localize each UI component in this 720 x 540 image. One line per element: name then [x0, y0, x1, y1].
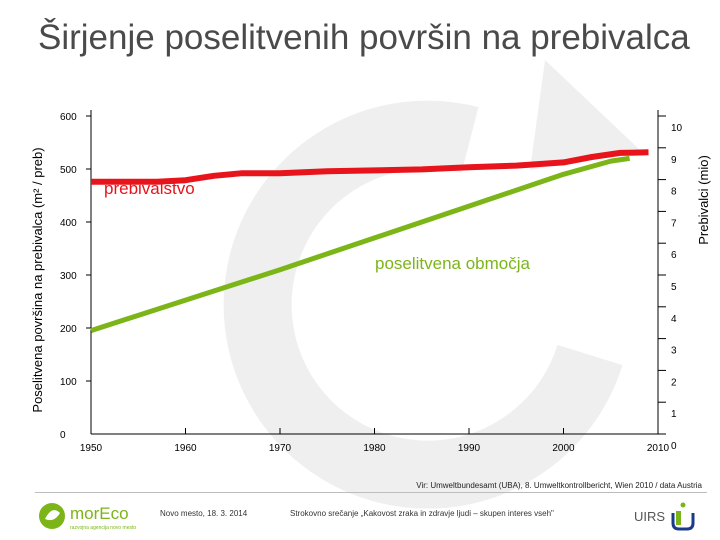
data-point [628, 157, 631, 160]
watermark-logo [223, 60, 640, 509]
x-tick-label: 1990 [458, 443, 481, 454]
left-tick-label: 500 [60, 165, 77, 176]
left-tick-label: 200 [60, 324, 77, 335]
series-line-prebivalstvo [91, 149, 649, 185]
data-point [241, 172, 244, 175]
x-tick-label: 1960 [174, 443, 197, 454]
moreco-logo-text: morEco [70, 504, 129, 523]
data-point [562, 173, 565, 176]
data-point [90, 329, 93, 332]
data-point [279, 268, 282, 271]
data-point [420, 168, 423, 171]
right-tick-label: 9 [671, 155, 677, 166]
series-label-prebivalstvo: prebivalstvo [104, 179, 195, 198]
series-line-poselitvena-obmocja [90, 155, 630, 333]
left-tick-label: 300 [60, 271, 77, 282]
data-point [373, 169, 376, 172]
right-tick-label: 5 [671, 282, 677, 293]
footer-location-date: Novo mesto, 18. 3. 2014 [160, 509, 248, 518]
data-point [326, 170, 329, 173]
left-axis-title: Poselitvena površina na prebivalca (m² /… [30, 147, 45, 412]
data-point [279, 172, 282, 175]
data-point [515, 164, 518, 167]
x-tick-label: 1950 [80, 443, 103, 454]
right-tick-label: 10 [671, 123, 683, 134]
data-point [590, 156, 593, 159]
series-label-poselitvena-obmocja: poselitvena območja [375, 254, 531, 273]
moreco-logo: morEco razvojna agencija novo mesto [39, 503, 136, 531]
right-axis-title: Prebivalci (mio) [696, 155, 711, 245]
right-tick-label: 0 [671, 441, 677, 452]
left-tick-label: 600 [60, 112, 77, 123]
right-tick-label: 6 [671, 250, 677, 261]
data-point [609, 160, 612, 163]
left-tick-label: 400 [60, 218, 77, 229]
x-tick-label: 1970 [269, 443, 292, 454]
right-tick-label: 2 [671, 377, 677, 388]
footer-divider [35, 492, 707, 493]
right-tick-label: 4 [671, 314, 677, 325]
x-tick-label: 1980 [363, 443, 386, 454]
uirs-logo: UIRS [634, 502, 695, 531]
page-title: Širjenje poselitvenih površin na prebiva… [38, 18, 690, 57]
moreco-logo-sub: razvojna agencija novo mesto [70, 525, 136, 531]
data-point [647, 151, 650, 154]
right-tick-label: 1 [671, 409, 677, 420]
right-tick-label: 3 [671, 346, 677, 357]
data-point [562, 161, 565, 164]
left-tick-label: 100 [60, 377, 77, 388]
x-tick-label: 2010 [647, 443, 670, 454]
data-point [212, 174, 215, 177]
x-tick-label: 2000 [552, 443, 575, 454]
data-point [468, 166, 471, 169]
right-tick-label: 7 [671, 218, 677, 229]
data-point [468, 205, 471, 208]
uirs-logo-text: UIRS [634, 509, 665, 524]
source-citation: Vir: Umweltbundesamt (UBA), 8. Umweltkon… [416, 481, 702, 490]
data-point [90, 180, 93, 183]
left-tick-label: 0 [60, 430, 66, 441]
data-point [619, 151, 622, 154]
footer-event: Strokovno srečanje „Kakovost zraka in zd… [290, 509, 554, 518]
right-tick-label: 8 [671, 187, 677, 198]
